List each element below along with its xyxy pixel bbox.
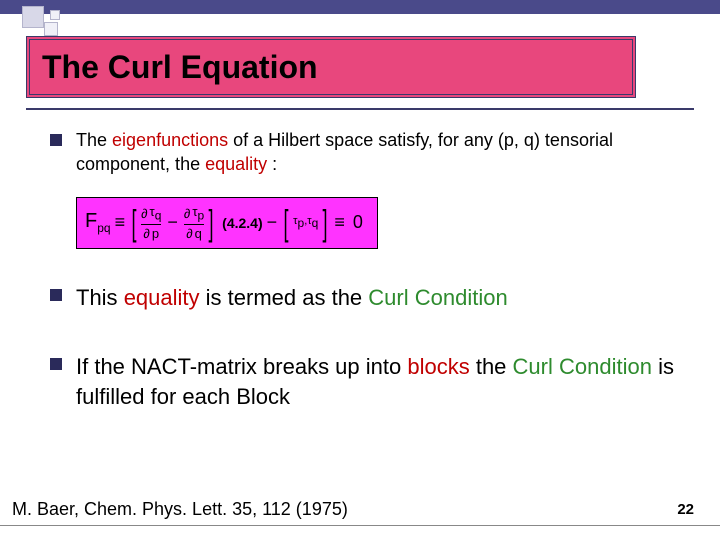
equation-box: Fpq ≡ [ ∂τq ∂p − ∂τp ∂q ] (4.2.4) − [ τp…	[76, 197, 378, 249]
footer-reference: M. Baer, Chem. Phys. Lett. 35, 112 (1975…	[12, 499, 368, 520]
bracket-left-icon: [	[132, 205, 137, 241]
bracket-right-icon: ]	[209, 205, 214, 241]
bullet-item: The eigenfunctions of a Hilbert space sa…	[50, 128, 680, 177]
equation-lhs: Fpq	[85, 210, 111, 235]
decoration-topbar	[0, 0, 720, 14]
bullet-text: This equality is termed as the Curl Cond…	[76, 283, 508, 313]
title-underline	[26, 108, 694, 110]
equation-zero: 0	[353, 212, 363, 233]
slide: The Curl Equation The eigenfunctions of …	[0, 0, 720, 540]
page-number: 22	[677, 501, 694, 518]
decoration-square	[44, 22, 58, 36]
bullet-icon	[50, 134, 62, 146]
slide-content: The eigenfunctions of a Hilbert space sa…	[50, 128, 680, 426]
minus-icon: −	[267, 212, 278, 233]
bracket-right-icon: ]	[323, 205, 328, 241]
bracket-left-icon: [	[284, 205, 289, 241]
equation-fraction: ∂τq ∂p	[141, 204, 161, 241]
bullet-icon	[50, 358, 62, 370]
equation-number: (4.2.4)	[222, 215, 262, 231]
bullet-text: If the NACT-matrix breaks up into blocks…	[76, 352, 680, 411]
bullet-icon	[50, 289, 62, 301]
decoration-square	[22, 6, 44, 28]
equation-equiv-icon: ≡	[115, 212, 126, 233]
minus-icon: −	[167, 212, 178, 233]
bullet-item: This equality is termed as the Curl Cond…	[50, 283, 680, 313]
footer-divider	[0, 525, 720, 526]
equation-fraction: ∂τp ∂q	[184, 204, 204, 241]
slide-title: The Curl Equation	[42, 49, 318, 86]
slide-title-box: The Curl Equation	[26, 36, 636, 98]
equation-commutator: τp,τq	[293, 216, 318, 229]
bullet-text: The eigenfunctions of a Hilbert space sa…	[76, 128, 680, 177]
equation-equiv-icon: ≡	[334, 212, 345, 233]
bullet-item: If the NACT-matrix breaks up into blocks…	[50, 352, 680, 411]
decoration-square	[50, 10, 60, 20]
